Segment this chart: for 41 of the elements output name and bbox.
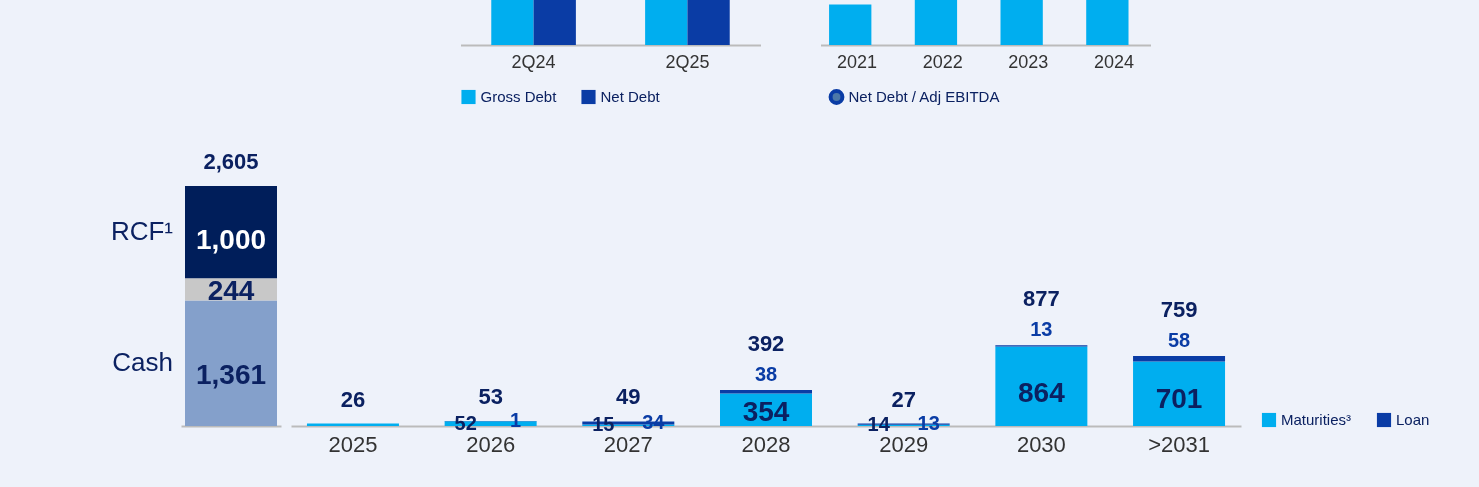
x-tick-label: 2023: [1008, 51, 1049, 72]
total-label: 392: [747, 330, 785, 356]
data-label: 58: [1167, 329, 1191, 352]
total-label: 2,605: [203, 149, 259, 174]
data-label: 1: [510, 409, 522, 432]
data-label: 1,000: [195, 224, 267, 256]
legend-label: Maturities³: [1281, 411, 1352, 428]
legend-label: Net Debt: [600, 88, 661, 105]
total-label: 759: [1160, 297, 1198, 323]
data-label: 701: [1155, 383, 1203, 415]
series-label: RCF¹: [110, 216, 174, 247]
data-label: 864: [1018, 377, 1066, 409]
legend-label: Net Debt / Adj EBITDA: [848, 88, 1000, 105]
data-label: 38: [754, 362, 778, 385]
legend-label: Gross Debt: [480, 88, 558, 105]
data-label: 52: [454, 411, 477, 434]
bar: [1133, 361, 1226, 426]
x-tick-label: 2028: [741, 431, 791, 457]
data-label: 354: [742, 395, 790, 427]
x-tick-label: 2Q25: [665, 51, 710, 72]
total-label: 26: [340, 386, 366, 412]
total-label: 877: [1023, 286, 1060, 312]
x-tick-label: >2031: [1148, 431, 1210, 457]
total-label: 49: [616, 384, 641, 410]
data-label: 244: [207, 274, 255, 306]
x-tick-label: 2029: [879, 431, 929, 457]
x-tick-label: 2025: [328, 431, 378, 457]
x-tick-label: 2022: [922, 51, 963, 72]
bar: [1133, 356, 1226, 362]
total-label: 27: [891, 386, 916, 412]
data-label: 1,361: [195, 358, 267, 390]
bar: [995, 346, 1088, 426]
series-label: Cash: [112, 347, 173, 378]
x-tick-label: 2030: [1016, 431, 1066, 457]
total-label: 53: [478, 384, 503, 410]
x-tick-label: 2021: [836, 51, 877, 72]
x-tick-label: 2026: [466, 431, 516, 457]
x-tick-label: 2Q24: [511, 51, 556, 72]
legend-label: Loan: [1396, 411, 1430, 428]
x-tick-label: 2024: [1094, 51, 1135, 72]
data-label: 13: [1030, 318, 1053, 341]
